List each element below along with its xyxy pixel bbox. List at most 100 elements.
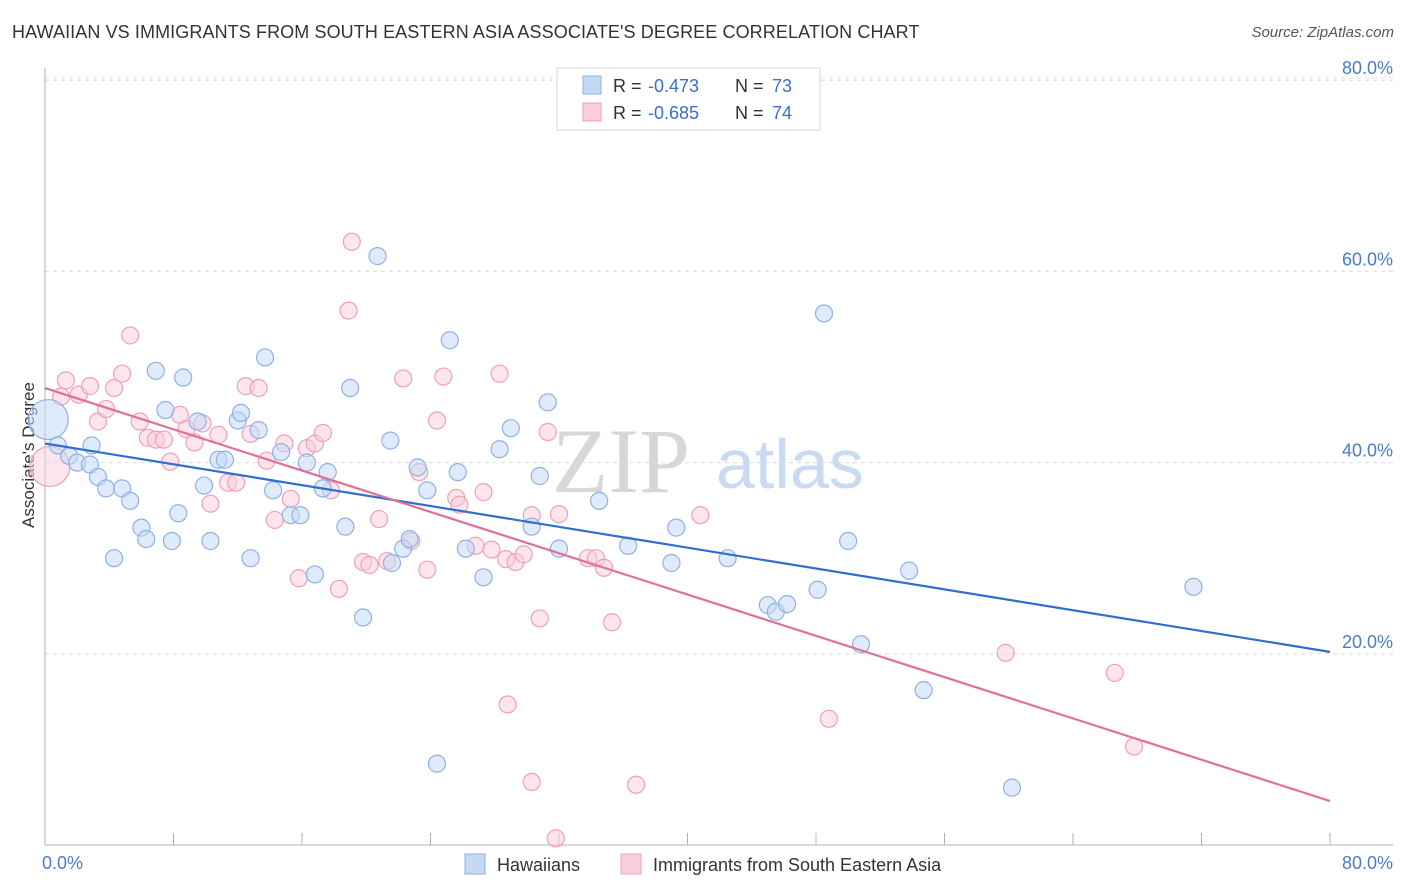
y-tick-label: 60.0%	[1342, 249, 1393, 269]
hawaiians-point	[305, 565, 324, 584]
series-hawaiians-points	[27, 247, 1203, 797]
immigrants-point	[490, 364, 509, 383]
chart-title: HAWAIIAN VS IMMIGRANTS FROM SOUTH EASTER…	[12, 22, 920, 42]
hawaiians-point	[297, 453, 316, 472]
stats-legend: R = -0.473 N = 73 R = -0.685 N = 74	[556, 67, 821, 131]
legend-r-label-1: R =	[613, 76, 642, 96]
hawaiians-point	[777, 594, 797, 614]
legend-r-label-2: R =	[613, 103, 642, 123]
hawaiians-point	[814, 304, 834, 323]
hawaiians-point	[263, 481, 283, 500]
hawaiians-point	[194, 476, 214, 495]
immigrants-point	[56, 371, 75, 390]
source-label: Source: ZipAtlas.com	[1251, 24, 1394, 41]
hawaiians-point	[474, 568, 493, 587]
hawaiians-point	[914, 681, 933, 700]
watermark-zip: ZIP	[552, 410, 690, 512]
trend-lines	[44, 386, 1331, 803]
immigrants-trend-line	[44, 386, 1331, 803]
hawaiians-point	[156, 400, 175, 420]
hawaiians-point	[249, 420, 268, 440]
hawaiians-point	[400, 529, 419, 549]
bottom-legend-swatch-immigrants	[620, 853, 642, 875]
immigrants-point	[104, 378, 124, 398]
bottom-legend: Hawaiians Immigrants from South Eastern …	[464, 853, 942, 875]
immigrants-point	[394, 369, 413, 388]
hawaiians-point	[900, 561, 919, 580]
hawaiians-point	[104, 549, 124, 568]
immigrants-point	[418, 560, 437, 579]
hawaiians-point	[137, 529, 156, 549]
hawaiians-point	[418, 481, 437, 500]
immigrants-point	[538, 422, 557, 442]
hawaiians-point	[241, 549, 260, 568]
immigrants-point	[342, 232, 361, 251]
immigrants-point	[602, 613, 622, 632]
hawaiians-point	[490, 440, 509, 459]
legend-r-value-1: -0.473	[648, 76, 699, 96]
y-tick-label: 80.0%	[1342, 58, 1393, 78]
hawaiians-point	[291, 506, 310, 525]
hawaiians-point	[667, 518, 686, 537]
immigrants-point	[96, 399, 116, 419]
hawaiians-point	[590, 491, 609, 510]
bottom-legend-swatch-hawaiians	[464, 853, 486, 875]
hawaiians-point	[341, 378, 360, 398]
hawaiians-point	[353, 608, 373, 627]
hawaiians-point	[188, 412, 207, 431]
immigrants-point	[289, 569, 308, 588]
immigrants-point	[691, 506, 710, 525]
legend-swatch-pink	[582, 102, 602, 122]
legend-n-value-2: 74	[772, 103, 792, 123]
series-immigrants-points	[29, 232, 1144, 848]
hawaiians-point	[231, 403, 251, 422]
legend-n-value-1: 73	[772, 76, 792, 96]
immigrants-point	[427, 411, 447, 430]
immigrants-point	[112, 364, 132, 383]
immigrants-point	[434, 367, 453, 386]
immigrants-point	[530, 609, 549, 628]
hawaiians-point	[27, 398, 69, 441]
hawaiians-point	[169, 504, 188, 523]
legend-n-label-1: N =	[735, 76, 764, 96]
immigrants-point	[360, 555, 379, 574]
watermark-atlas: atlas	[716, 425, 864, 503]
immigrants-point	[546, 829, 565, 848]
immigrants-point	[1105, 663, 1124, 683]
immigrants-point	[549, 505, 569, 524]
hawaiians-point	[662, 553, 681, 573]
hawaiians-point	[408, 458, 427, 477]
immigrants-point	[370, 509, 389, 529]
hawaiians-point	[440, 331, 459, 350]
y-tick-label: 20.0%	[1342, 632, 1393, 652]
hawaiians-point	[201, 531, 220, 551]
hawaiians-point	[808, 580, 827, 599]
immigrants-point	[249, 378, 268, 398]
legend-swatch-blue	[582, 75, 602, 95]
hawaiians-point	[336, 517, 355, 536]
immigrants-point	[482, 540, 501, 559]
immigrants-point	[121, 326, 140, 345]
hawaiians-point	[121, 491, 140, 510]
hawaiians-point	[501, 419, 520, 438]
bottom-legend-hawaiians: Hawaiians	[497, 855, 580, 875]
immigrants-point	[161, 452, 180, 471]
immigrants-point	[80, 377, 100, 396]
immigrants-point	[498, 695, 517, 714]
hawaiians-point	[538, 393, 557, 412]
hawaiians-point	[530, 466, 549, 486]
hawaiians-point	[1184, 577, 1203, 596]
legend-n-label-2: N =	[735, 103, 764, 123]
hawaiians-trend-line	[44, 442, 1331, 653]
x-tick-label-max: 80.0%	[1342, 853, 1393, 873]
bottom-legend-immigrants: Immigrants from South Eastern Asia	[653, 855, 942, 875]
legend-r-value-2: -0.685	[648, 103, 699, 123]
immigrants-point	[626, 775, 646, 794]
y-tick-label: 40.0%	[1342, 441, 1393, 461]
hawaiians-point	[272, 442, 291, 462]
hawaiians-point	[162, 531, 181, 551]
hawaiians-point	[174, 368, 193, 387]
hawaiians-point	[427, 754, 447, 773]
hawaiians-point	[381, 431, 400, 450]
